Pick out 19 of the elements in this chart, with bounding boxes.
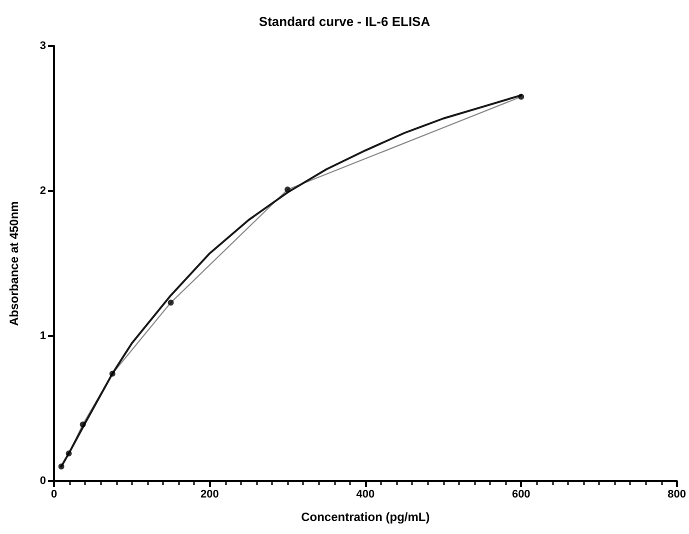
x-tick-label: 800 [668,488,686,500]
point [58,464,64,470]
y-tick-label: 1 [40,330,46,342]
y-tick-label: 0 [40,475,46,487]
point [80,421,86,428]
point [168,300,174,306]
point [109,370,116,377]
chart-title: Standard curve - IL-6 ELISA [258,14,431,29]
x-tick-label: 600 [512,488,530,500]
y-tick-label: 2 [40,185,46,197]
x-axis-title: Concentration (pg/mL) [301,510,430,524]
point [284,186,291,193]
y-axis-title: Absorbance at 450nm [7,201,21,326]
point [66,450,72,456]
x-tick-label: 0 [50,488,58,500]
point [518,94,524,100]
x-tick-label: 400 [356,488,375,500]
y-tick-label: 3 [40,40,46,52]
x-tick-label: 200 [200,488,219,500]
